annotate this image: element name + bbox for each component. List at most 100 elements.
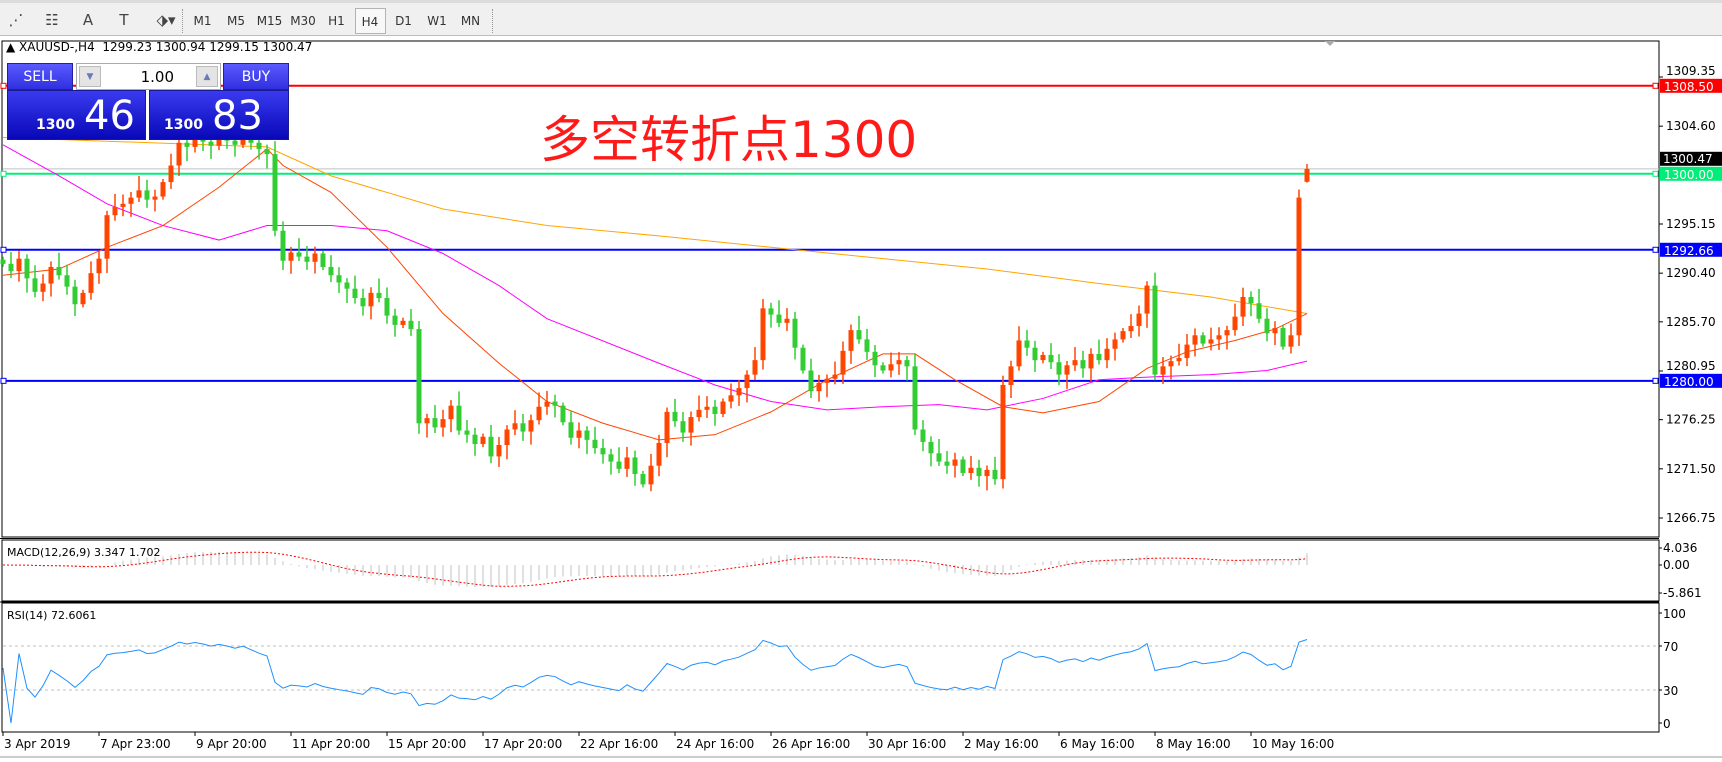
lot-decrease-icon[interactable]: ▼ (79, 66, 101, 87)
timeframe-m30-button[interactable]: M30 (290, 14, 316, 28)
candle (992, 456, 998, 485)
candle-body (984, 469, 990, 477)
text-label-icon[interactable]: T (119, 11, 129, 29)
candle-body (944, 461, 950, 466)
header-triangle-icon[interactable]: ▲ (6, 40, 20, 54)
buy-button[interactable]: BUY (223, 63, 289, 90)
line-handle (0, 82, 7, 89)
candle-body (520, 423, 526, 432)
candle (928, 436, 934, 467)
fibonacci-expansion-icon[interactable]: ⋰ (8, 11, 24, 29)
candle (1096, 339, 1102, 365)
candle (520, 413, 526, 441)
candle (328, 255, 334, 283)
candle-body (744, 374, 750, 389)
candle (664, 407, 670, 458)
line-handle (1652, 170, 1659, 177)
candle (272, 141, 278, 237)
candle (72, 279, 78, 317)
time-tick-label: 22 Apr 16:00 (580, 737, 658, 751)
candle (0, 256, 6, 267)
toolbar-separator (182, 9, 184, 33)
line-handle (0, 377, 7, 384)
candle-body (936, 453, 942, 462)
timeframe-mn-button[interactable]: MN (460, 14, 481, 28)
moving-average-ma-slow (2, 137, 1308, 315)
time-tick-label: 2 May 16:00 (964, 737, 1039, 751)
time-tick-label: 17 Apr 20:00 (484, 737, 562, 751)
chart-annotation-text[interactable]: 多空转折点1300 (540, 111, 918, 169)
candle-body (328, 266, 334, 276)
time-tick-label: 7 Apr 23:00 (100, 737, 171, 751)
candle (24, 254, 30, 293)
chart-canvas[interactable]: 1308.50 1300.00 1292.66 1280.00 1300.47 1309.… (0, 37, 1722, 759)
chart-header: ▲ XAUUSD-,H4 1299.23 1300.94 1299.15 130… (6, 40, 312, 54)
candle-body (584, 430, 590, 440)
candle (784, 308, 790, 331)
candle-body (1240, 296, 1246, 317)
timeframe-m1-button[interactable]: M1 (193, 14, 212, 28)
candle-body (624, 457, 630, 469)
candle (552, 394, 558, 418)
low-value: 1299.15 (209, 40, 259, 54)
candle-body (528, 420, 534, 432)
symbol-label: XAUUSD-,H4 (19, 40, 95, 54)
buy-price-button[interactable]: 1300 83 (149, 90, 289, 140)
chart-window[interactable]: 1308.50 1300.00 1292.66 1280.00 1300.47 1309.… (0, 37, 1722, 759)
candle (384, 287, 390, 324)
candle (1200, 332, 1206, 347)
line-handle (1652, 82, 1659, 89)
candle-body (1088, 353, 1094, 369)
candle (976, 459, 982, 487)
buy-price-suffix: 83 (212, 93, 263, 139)
sell-button[interactable]: SELL (7, 63, 73, 90)
candle-body (32, 278, 38, 292)
timeframe-h4-button[interactable]: H4 (354, 8, 386, 34)
candle-body (72, 286, 78, 305)
candle-body (1032, 347, 1038, 361)
timeframe-h1-button[interactable]: H1 (328, 14, 345, 28)
candle (616, 447, 622, 474)
candle-body (1184, 344, 1190, 359)
candle-body (184, 142, 190, 147)
candle (1144, 281, 1150, 328)
candle-body (1000, 384, 1006, 480)
time-tick-label: 10 May 16:00 (1252, 737, 1334, 751)
candle (1232, 303, 1238, 336)
text-icon[interactable]: A (82, 11, 94, 29)
timeframe-d1-button[interactable]: D1 (395, 14, 412, 28)
candle (872, 345, 878, 378)
timeframe-m5-button[interactable]: M5 (227, 14, 245, 28)
lot-size-field[interactable]: ▼ 1.00 ▲ (76, 63, 221, 90)
candle (1056, 354, 1062, 386)
candle-body (208, 141, 214, 146)
arrows-dropdown-icon[interactable]: ⬗▾ (156, 11, 176, 29)
candle-body (672, 411, 678, 422)
candle (896, 352, 902, 375)
sell-price-button[interactable]: 1300 46 (7, 90, 146, 140)
candle-body (8, 263, 14, 272)
timeframe-m15-button[interactable]: M15 (256, 14, 283, 28)
candle (96, 250, 102, 284)
candle-body (24, 258, 30, 279)
price-tick-label: 1309.35 (1666, 64, 1716, 78)
fibonacci-fan-icon[interactable]: ☷ (45, 11, 59, 29)
candle (1192, 328, 1198, 357)
candle-body (592, 439, 598, 449)
candle-body (752, 360, 758, 375)
lot-value[interactable]: 1.00 (140, 68, 174, 86)
candle-body (976, 467, 982, 477)
lot-increase-icon[interactable]: ▲ (196, 66, 218, 87)
candle-body (408, 320, 414, 330)
candle (624, 446, 630, 477)
candle-body (536, 406, 542, 421)
candle-body (688, 417, 694, 433)
candle-body (552, 401, 558, 406)
time-tick-label: 6 May 16:00 (1060, 737, 1135, 751)
candle (760, 299, 766, 370)
candle-body (1160, 366, 1166, 375)
candle-body (864, 339, 870, 352)
candle-body (736, 388, 742, 396)
candle-body (1256, 303, 1262, 319)
timeframe-w1-button[interactable]: W1 (427, 14, 447, 28)
